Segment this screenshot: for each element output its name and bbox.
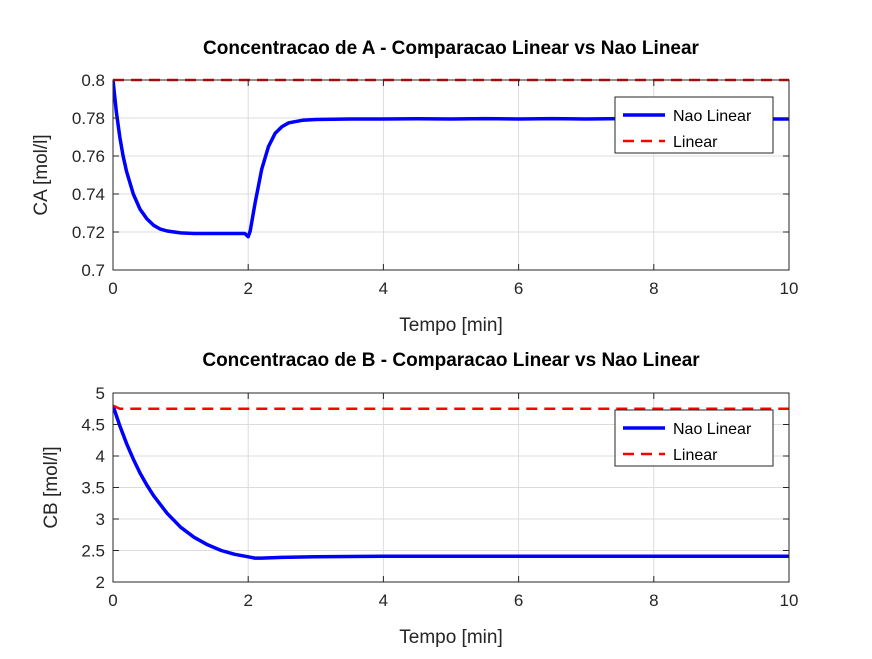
x-tick-label: 2: [243, 591, 252, 610]
x-axis-label: Tempo [min]: [399, 627, 502, 648]
series-line-linear: [113, 404, 789, 411]
chart-1: 0 2 4 6 8 10 0.7 0.72 0.74 0.76 0.78 0.8 Concentraca…: [31, 38, 798, 336]
x-tick-label: 6: [514, 591, 523, 610]
x-tick-label: 0: [108, 591, 117, 610]
x-tick-label: 10: [780, 279, 799, 298]
legend-label: Linear: [673, 447, 718, 464]
y-tick-label: 2: [96, 573, 105, 592]
y-tick-label: 0.74: [72, 185, 105, 204]
y-tick-label: 0.72: [72, 223, 105, 242]
chart-title: Concentracao de B - Comparacao Linear vs…: [202, 350, 700, 371]
x-axis-label: Tempo [min]: [399, 315, 502, 336]
legend-label: Nao Linear: [673, 421, 752, 438]
y-tick-label: 0.8: [81, 71, 105, 90]
y-tick-label: 0.78: [72, 109, 105, 128]
axes-border: [112, 79, 790, 271]
x-tick-label: 8: [649, 279, 658, 298]
x-tick-label: 0: [108, 279, 117, 298]
legend: Nao Linear Linear: [614, 409, 774, 467]
legend: Nao Linear Linear: [614, 96, 774, 154]
y-tick-label: 3.5: [81, 479, 105, 498]
y-tick-label: 5: [96, 384, 105, 403]
y-tick-label: 2.5: [81, 542, 105, 561]
legend-label: Nao Linear: [673, 108, 752, 125]
legend-box: [614, 409, 774, 467]
x-tick-label: 2: [243, 279, 252, 298]
y-tick-label: 0.7: [81, 261, 105, 280]
series-line-nonlinear: [113, 79, 789, 239]
series-line-nonlinear: [113, 405, 789, 560]
y-tick-label: 4.5: [81, 416, 105, 435]
y-axis-label: CA [mol/l]: [31, 134, 52, 215]
series-group: [113, 404, 789, 560]
y-tick-label: 3: [96, 510, 105, 529]
legend-box: [614, 96, 774, 154]
chart-title: Concentracao de A - Comparacao Linear vs…: [203, 38, 700, 59]
x-tick-label: 6: [514, 279, 523, 298]
legend-label: Linear: [673, 134, 718, 151]
y-axis-label: CB [mol/l]: [41, 446, 62, 528]
x-tick-label: 4: [379, 591, 388, 610]
x-tick-label: 10: [780, 591, 799, 610]
x-tick-label: 8: [649, 591, 658, 610]
x-tick-label: 4: [379, 279, 388, 298]
y-tick-label: 4: [96, 447, 105, 466]
y-tick-label: 0.76: [72, 147, 105, 166]
